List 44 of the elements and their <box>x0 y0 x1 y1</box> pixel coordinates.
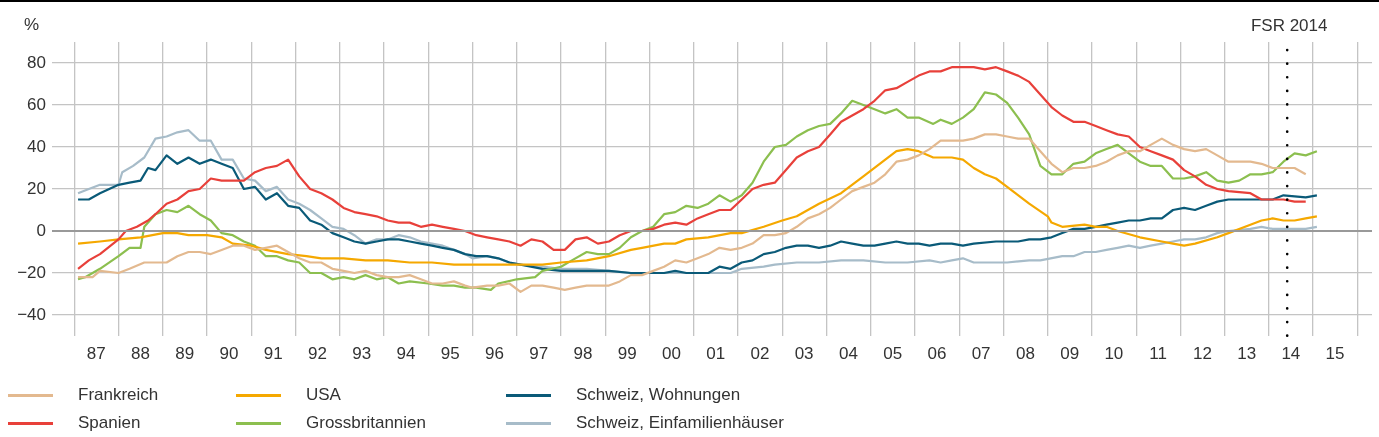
legend-label: Spanien <box>78 413 141 433</box>
y-tick-label: 60 <box>27 94 46 114</box>
legend-label: Schweiz, Wohnungen <box>576 385 741 405</box>
x-tick-label: 10 <box>1104 343 1124 363</box>
x-tick-label: 06 <box>927 343 947 363</box>
x-tick-label: 08 <box>1015 343 1035 363</box>
x-tick-label: 96 <box>485 343 504 363</box>
x-tick-label: 01 <box>706 343 726 363</box>
x-tick-label: 98 <box>573 343 593 363</box>
x-tick-label: 88 <box>131 343 151 363</box>
y-tick-label: 80 <box>27 52 46 72</box>
x-tick-label: 90 <box>219 343 239 363</box>
x-tick-label: 00 <box>662 343 681 363</box>
legend-label: Schweiz, Einfamilienhäuser <box>576 413 784 433</box>
x-tick-label: 87 <box>86 343 106 363</box>
x-tick-label: 95 <box>440 343 460 363</box>
ref-line-label: FSR 2014 <box>1250 16 1328 35</box>
x-tick-label: 09 <box>1060 343 1080 363</box>
x-tick-label: 11 <box>1149 343 1167 363</box>
x-tick-label: 13 <box>1237 343 1257 363</box>
x-tick-label: 07 <box>971 343 991 363</box>
y-axis-title: % <box>24 15 40 34</box>
x-tick-label: 03 <box>794 343 814 363</box>
x-tick-label: 93 <box>352 343 372 363</box>
legend-label: USA <box>306 385 341 405</box>
legend-label: Frankreich <box>78 385 159 405</box>
y-tick-label: −40 <box>17 304 46 324</box>
x-tick-label: 14 <box>1281 343 1301 363</box>
x-tick-label: 12 <box>1192 343 1212 363</box>
x-tick-label: 04 <box>839 343 858 363</box>
legend-label: Grossbritannien <box>306 413 427 433</box>
x-tick-label: 91 <box>263 343 283 363</box>
y-tick-label: −20 <box>17 262 46 282</box>
x-tick-label: 94 <box>396 343 416 363</box>
x-tick-label: 97 <box>529 343 549 363</box>
x-tick-label: 99 <box>617 343 637 363</box>
x-tick-label: 15 <box>1325 343 1345 363</box>
y-tick-label: 20 <box>27 178 46 198</box>
x-tick-label: 92 <box>308 343 327 363</box>
x-tick-label: 02 <box>750 343 770 363</box>
y-tick-label: 40 <box>27 136 46 156</box>
x-tick-label: 89 <box>175 343 195 363</box>
x-tick-label: 05 <box>883 343 903 363</box>
y-tick-label: 0 <box>36 220 46 240</box>
